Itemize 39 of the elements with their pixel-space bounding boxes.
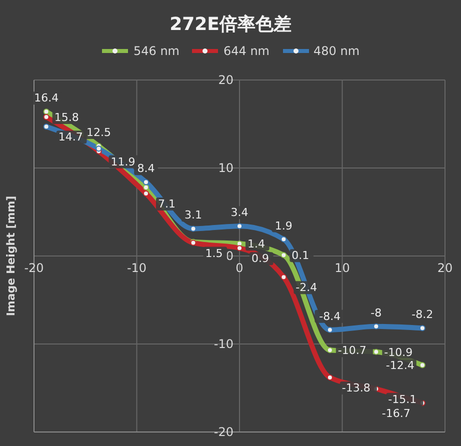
y-tick-label: -20: [214, 425, 234, 439]
legend-label: 644 nm: [223, 44, 270, 58]
data-label: 1.5: [205, 246, 223, 260]
data-label: 15.8: [54, 110, 79, 124]
x-tick-label: 0: [236, 261, 244, 275]
data-label: 7.1: [158, 198, 176, 211]
legend-label: 546 nm: [133, 44, 180, 58]
data-label: -12.4: [386, 359, 414, 372]
data-label: 12.5: [86, 126, 111, 139]
data-label: 3.1: [184, 208, 202, 222]
data-label: -8: [370, 306, 382, 320]
chart-title: 272E倍率色差: [168, 13, 292, 36]
data-label: 1.9: [274, 219, 292, 232]
y-axis-title: Image Height [mm]: [4, 196, 18, 316]
data-label: -2.4: [296, 281, 318, 294]
data-label: 0.9: [252, 252, 269, 266]
data-label: 0.1: [292, 249, 310, 262]
data-label: -8.4: [319, 310, 341, 323]
y-tick-label: 20: [218, 73, 234, 87]
y-tick-label: 0: [226, 249, 234, 263]
x-tick-label: -10: [126, 261, 147, 275]
data-label: -15.1: [388, 392, 417, 406]
data-label: -16.7: [382, 406, 410, 420]
data-label: 1.4: [248, 238, 265, 251]
x-tick-label: 10: [334, 261, 350, 275]
data-label: -8.2: [412, 308, 434, 322]
legend-label: 480 nm: [314, 44, 360, 58]
y-tick-label: -10: [214, 337, 234, 351]
data-label: -13.8: [342, 381, 370, 394]
data-label: 3.4: [230, 206, 248, 220]
data-label: 14.7: [58, 130, 83, 144]
y-tick-label: 10: [218, 161, 234, 175]
data-label: 16.4: [34, 92, 59, 105]
data-label: 8.4: [137, 162, 155, 176]
data-label: -10.9: [384, 346, 413, 359]
data-label: -10.7: [338, 344, 366, 358]
x-tick-label: -20: [24, 261, 44, 275]
x-tick-label: 20: [437, 261, 453, 275]
data-label: 11.9: [110, 155, 136, 168]
